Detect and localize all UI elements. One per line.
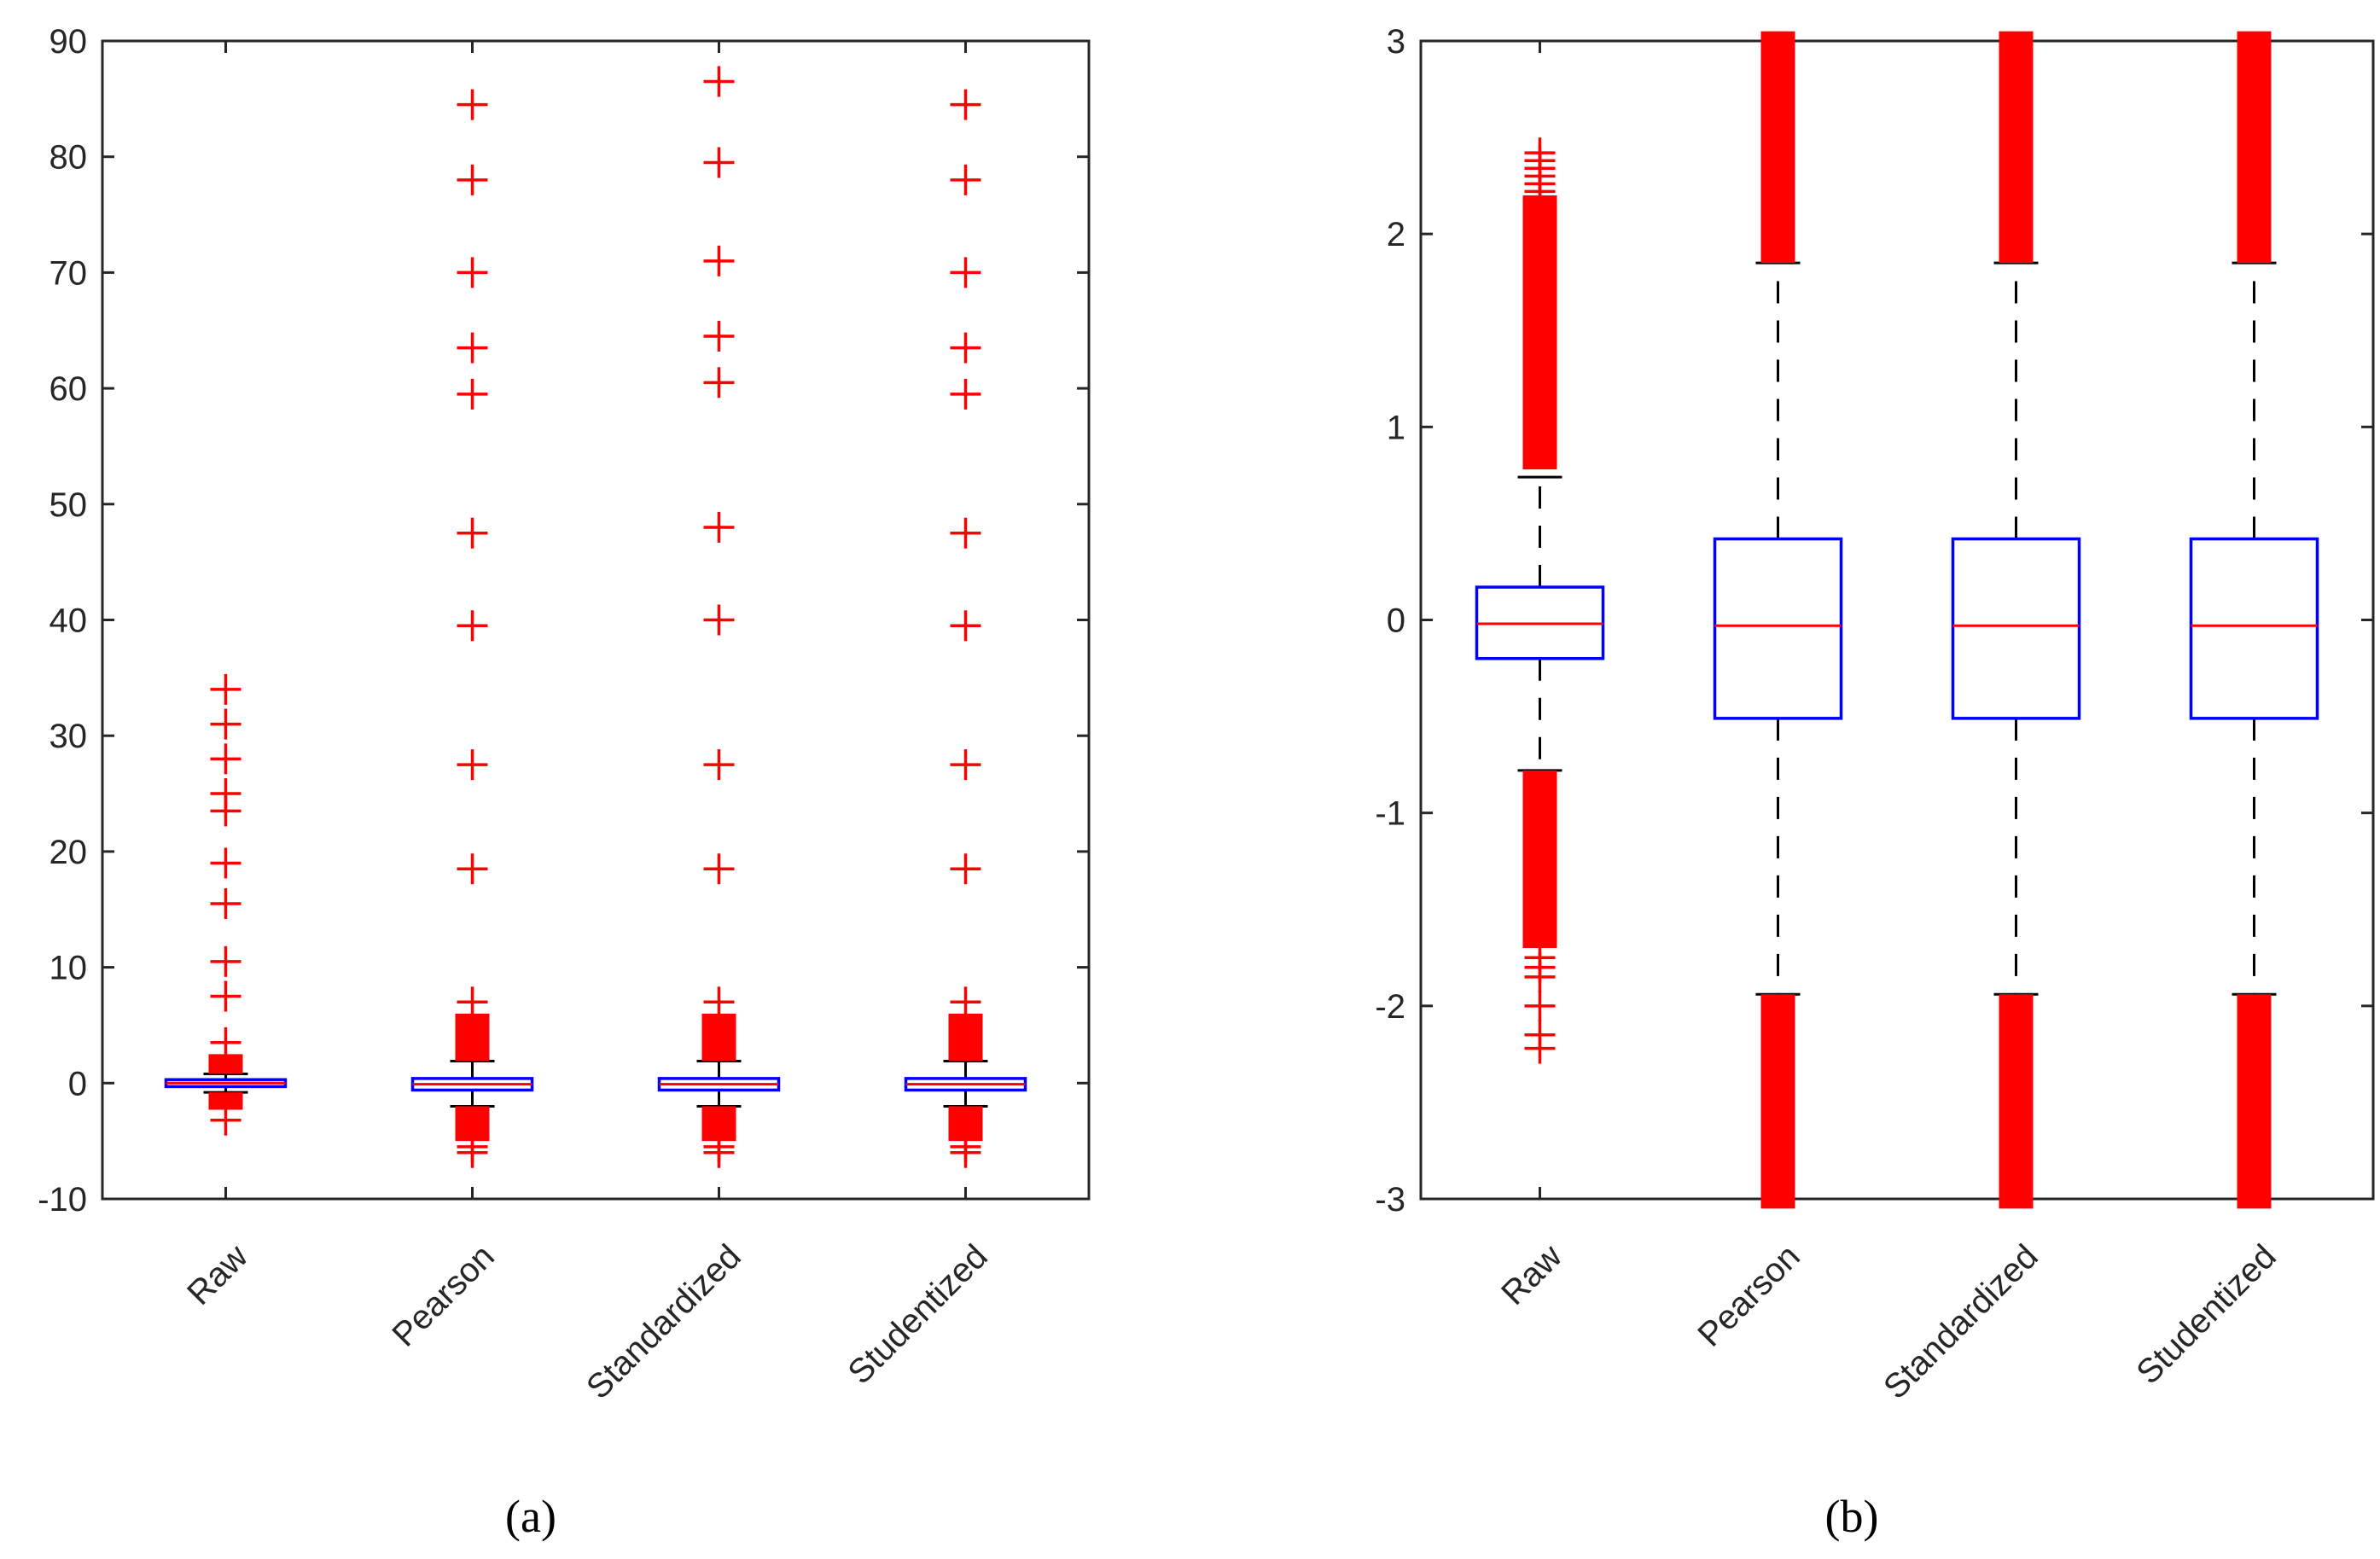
outlier-band bbox=[2237, 994, 2272, 1209]
outlier-marker bbox=[210, 795, 241, 827]
outlier-marker bbox=[457, 257, 488, 288]
outlier-marker bbox=[703, 1137, 735, 1168]
outlier-marker bbox=[457, 1137, 488, 1168]
outlier-band bbox=[1999, 994, 2034, 1209]
outlier-marker bbox=[457, 332, 488, 364]
y-tick-label: 1 bbox=[1387, 409, 1405, 446]
box bbox=[2189, 537, 2319, 720]
outlier-marker bbox=[457, 517, 488, 549]
outlier-marker bbox=[950, 332, 981, 364]
outlier-marker bbox=[950, 517, 981, 549]
outlier-marker bbox=[703, 367, 735, 398]
outlier-marker bbox=[457, 610, 488, 642]
outlier-marker bbox=[210, 980, 241, 1012]
outlier-marker bbox=[703, 321, 735, 352]
outlier-marker bbox=[210, 847, 241, 879]
outlier-band bbox=[701, 1013, 736, 1062]
outlier-marker bbox=[210, 945, 241, 977]
outlier-band bbox=[455, 1013, 490, 1062]
y-tick-label: 20 bbox=[49, 834, 88, 871]
outlier-band bbox=[1999, 31, 2034, 264]
box bbox=[1713, 537, 1843, 720]
outlier-marker bbox=[457, 164, 488, 195]
y-tick-label: 40 bbox=[49, 602, 88, 640]
outlier-marker bbox=[703, 245, 735, 276]
outlier-marker bbox=[703, 853, 735, 885]
outlier-marker bbox=[457, 749, 488, 781]
y-tick-label: 0 bbox=[1387, 602, 1405, 640]
outlier-marker bbox=[1524, 208, 1556, 240]
outlier-marker bbox=[950, 1137, 981, 1168]
outlier-marker bbox=[457, 853, 488, 885]
outlier-marker bbox=[950, 378, 981, 410]
outlier-marker bbox=[1524, 1033, 1556, 1064]
y-tick-label: 3 bbox=[1387, 23, 1405, 61]
panel-label-b: (b) bbox=[1825, 1491, 1879, 1542]
outlier-marker bbox=[950, 986, 981, 1018]
data-layer bbox=[164, 66, 1027, 1168]
outlier-marker bbox=[950, 853, 981, 885]
y-tick-label: 90 bbox=[49, 23, 88, 61]
y-tick-label: 60 bbox=[49, 370, 88, 408]
outlier-marker bbox=[210, 708, 241, 740]
outlier-marker bbox=[210, 743, 241, 775]
outlier-marker bbox=[703, 604, 735, 636]
outlier-marker bbox=[703, 986, 735, 1018]
outlier-marker bbox=[950, 257, 981, 288]
outlier-marker bbox=[703, 749, 735, 781]
outlier-band bbox=[208, 1054, 243, 1074]
outlier-band bbox=[1760, 994, 1795, 1209]
outlier-marker bbox=[703, 147, 735, 178]
outlier-marker bbox=[950, 749, 981, 781]
outlier-marker bbox=[703, 511, 735, 543]
y-tick-label: 0 bbox=[68, 1065, 87, 1102]
outlier-marker bbox=[457, 378, 488, 410]
y-tick-label: 10 bbox=[49, 950, 88, 987]
outlier-marker bbox=[1524, 990, 1556, 1021]
outlier-marker bbox=[950, 89, 981, 120]
y-tick-label: 80 bbox=[49, 139, 88, 177]
outlier-marker bbox=[950, 610, 981, 642]
outlier-band bbox=[948, 1013, 983, 1062]
outlier-marker bbox=[703, 66, 735, 97]
data-layer bbox=[1475, 31, 2319, 1209]
y-tick-label: -1 bbox=[1375, 795, 1405, 833]
outlier-band bbox=[208, 1092, 243, 1110]
outlier-band bbox=[2237, 31, 2272, 264]
outlier-band bbox=[1522, 770, 1557, 948]
y-tick-label: -2 bbox=[1375, 988, 1405, 1026]
box bbox=[1951, 537, 2081, 720]
y-tick-label: -10 bbox=[38, 1181, 87, 1219]
y-tick-label: -3 bbox=[1375, 1181, 1405, 1219]
outlier-marker bbox=[210, 1104, 241, 1136]
outlier-marker bbox=[457, 986, 488, 1018]
outlier-marker bbox=[1524, 961, 1556, 992]
panel-label-a: (a) bbox=[505, 1491, 556, 1542]
outlier-marker bbox=[210, 887, 241, 919]
y-tick-label: 50 bbox=[49, 486, 88, 524]
outlier-band bbox=[1760, 31, 1795, 264]
outlier-marker bbox=[457, 89, 488, 120]
outlier-marker bbox=[950, 164, 981, 195]
y-tick-label: 2 bbox=[1387, 216, 1405, 253]
outlier-band bbox=[1522, 195, 1557, 470]
outlier-marker bbox=[210, 1027, 241, 1058]
y-tick-label: 30 bbox=[49, 718, 88, 755]
outlier-marker bbox=[210, 673, 241, 705]
y-tick-label: 70 bbox=[49, 254, 88, 292]
